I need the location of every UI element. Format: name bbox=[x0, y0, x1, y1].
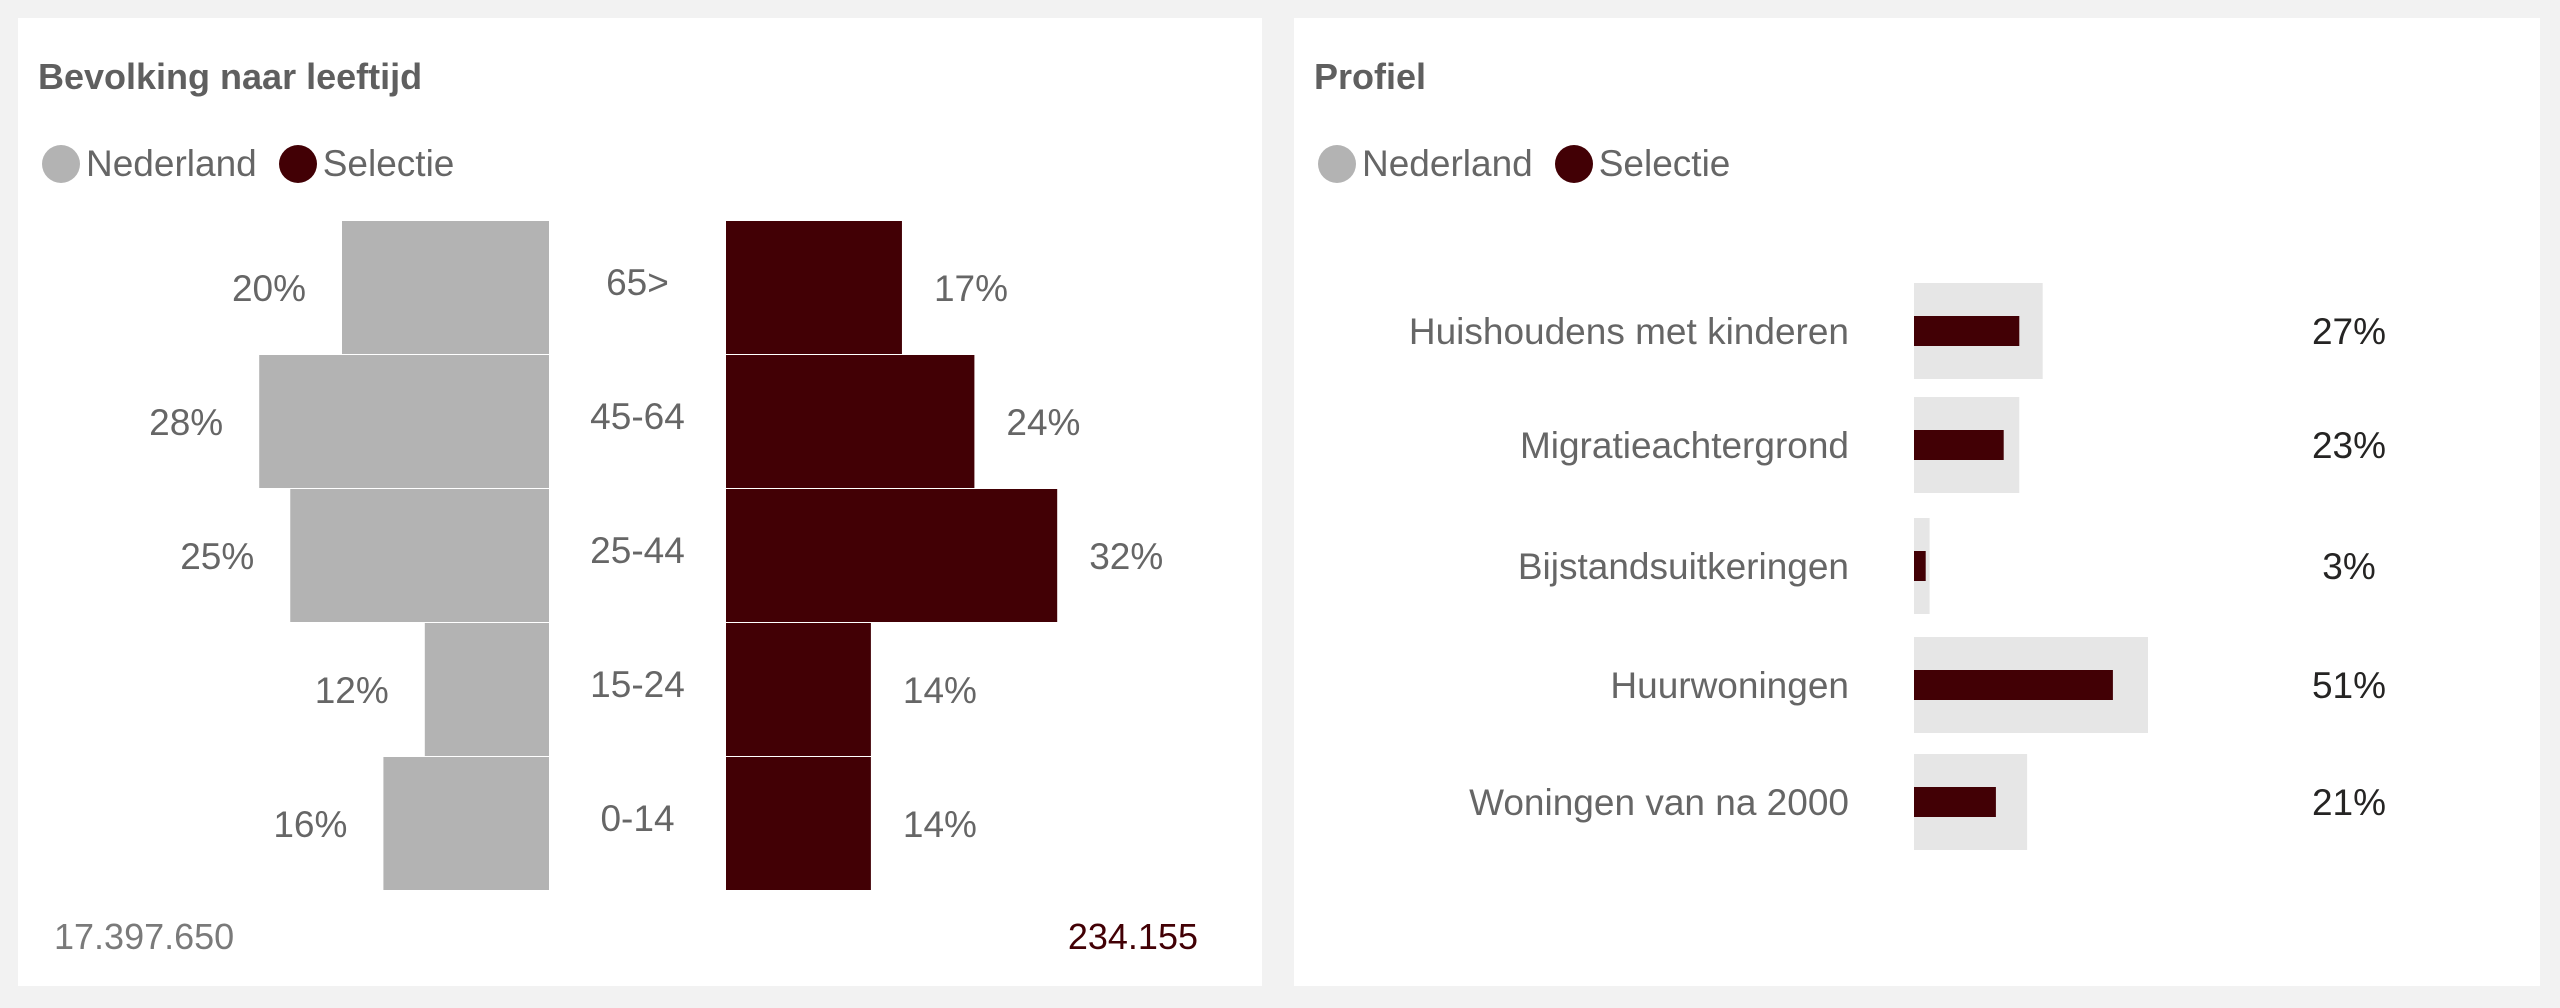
bar-selectie bbox=[1914, 670, 2113, 700]
data-label-nederland: 20% bbox=[232, 268, 306, 309]
bar-nederland bbox=[290, 489, 549, 622]
profile-panel: Profiel Nederland Selectie Huishoudens m… bbox=[1294, 18, 2540, 986]
data-label-selectie: 23% bbox=[2312, 425, 2386, 466]
legend-label: Selectie bbox=[322, 143, 455, 184]
data-label-selectie: 27% bbox=[2312, 311, 2386, 352]
legend-label: Nederland bbox=[86, 143, 257, 184]
category-label: 45-64 bbox=[590, 396, 685, 437]
data-label-selectie: 51% bbox=[2312, 665, 2386, 706]
data-label-nederland: 25% bbox=[180, 536, 254, 577]
data-label-selectie: 32% bbox=[1089, 536, 1163, 577]
category-label: 25-44 bbox=[590, 530, 685, 571]
category-label: Bijstandsuitkeringen bbox=[1518, 546, 1849, 587]
age-pyramid-chart: 20% 17% 65> 28% 24% 45-64 25% 32% 25-44 12% 14% 15-… bbox=[149, 221, 1163, 890]
bar-selectie bbox=[1914, 430, 2004, 460]
panel-title: Bevolking naar leeftijd bbox=[38, 56, 423, 97]
total-nederland: 17.397.650 bbox=[54, 916, 235, 957]
data-label-nederland: 12% bbox=[315, 670, 389, 711]
legend: Nederland Selectie bbox=[42, 142, 476, 186]
category-label: 65> bbox=[606, 262, 669, 303]
legend-label: Selectie bbox=[1598, 143, 1731, 184]
category-label: Migratieachtergrond bbox=[1520, 425, 1849, 466]
bar-selectie bbox=[1914, 316, 2020, 346]
data-label-selectie: 21% bbox=[2312, 782, 2386, 823]
legend-item-selectie[interactable]: Selectie bbox=[278, 143, 455, 185]
data-label-selectie: 3% bbox=[2322, 546, 2375, 587]
bar-nederland bbox=[342, 221, 549, 354]
legend-marker bbox=[1318, 145, 1356, 183]
bar-selectie bbox=[726, 355, 975, 488]
bar-nederland bbox=[383, 757, 549, 890]
legend-label: Nederland bbox=[1362, 143, 1533, 184]
bar-selectie bbox=[726, 221, 902, 354]
legend: Nederland Selectie bbox=[1318, 142, 1752, 186]
data-label-selectie: 24% bbox=[1006, 402, 1080, 443]
legend-marker bbox=[42, 145, 80, 183]
category-label: Huurwoningen bbox=[1610, 665, 1849, 706]
legend-marker bbox=[1554, 145, 1593, 183]
bar-selectie bbox=[726, 489, 1058, 622]
data-label-selectie: 14% bbox=[903, 670, 977, 711]
data-label-nederland: 16% bbox=[273, 804, 347, 845]
legend-item-nederland[interactable]: Nederland bbox=[42, 143, 257, 185]
legend-item-selectie[interactable]: Selectie bbox=[1554, 143, 1731, 185]
bar-nederland bbox=[424, 623, 549, 756]
legend-marker bbox=[278, 145, 317, 183]
data-label-selectie: 14% bbox=[903, 804, 977, 845]
category-label: Woningen van na 2000 bbox=[1469, 782, 1849, 823]
total-selectie: 234.155 bbox=[1067, 916, 1198, 957]
profile-chart: Huishoudens met kinderen 27% Migratieachte… bbox=[1409, 283, 2386, 850]
age-pyramid-panel: Bevolking naar leeftijd Nederland Select… bbox=[18, 18, 1262, 986]
data-label-nederland: 28% bbox=[149, 402, 223, 443]
bar-selectie bbox=[1914, 551, 1926, 581]
bar-nederland bbox=[259, 355, 549, 488]
category-label: 15-24 bbox=[590, 664, 685, 705]
panel-title: Profiel bbox=[1314, 56, 1427, 97]
category-label: 0-14 bbox=[600, 798, 674, 839]
bar-selectie bbox=[726, 757, 871, 890]
bar-selectie bbox=[726, 623, 871, 756]
legend-item-nederland[interactable]: Nederland bbox=[1318, 143, 1533, 185]
data-label-selectie: 17% bbox=[934, 268, 1008, 309]
category-label: Huishoudens met kinderen bbox=[1409, 311, 1849, 352]
bar-selectie bbox=[1914, 787, 1996, 817]
